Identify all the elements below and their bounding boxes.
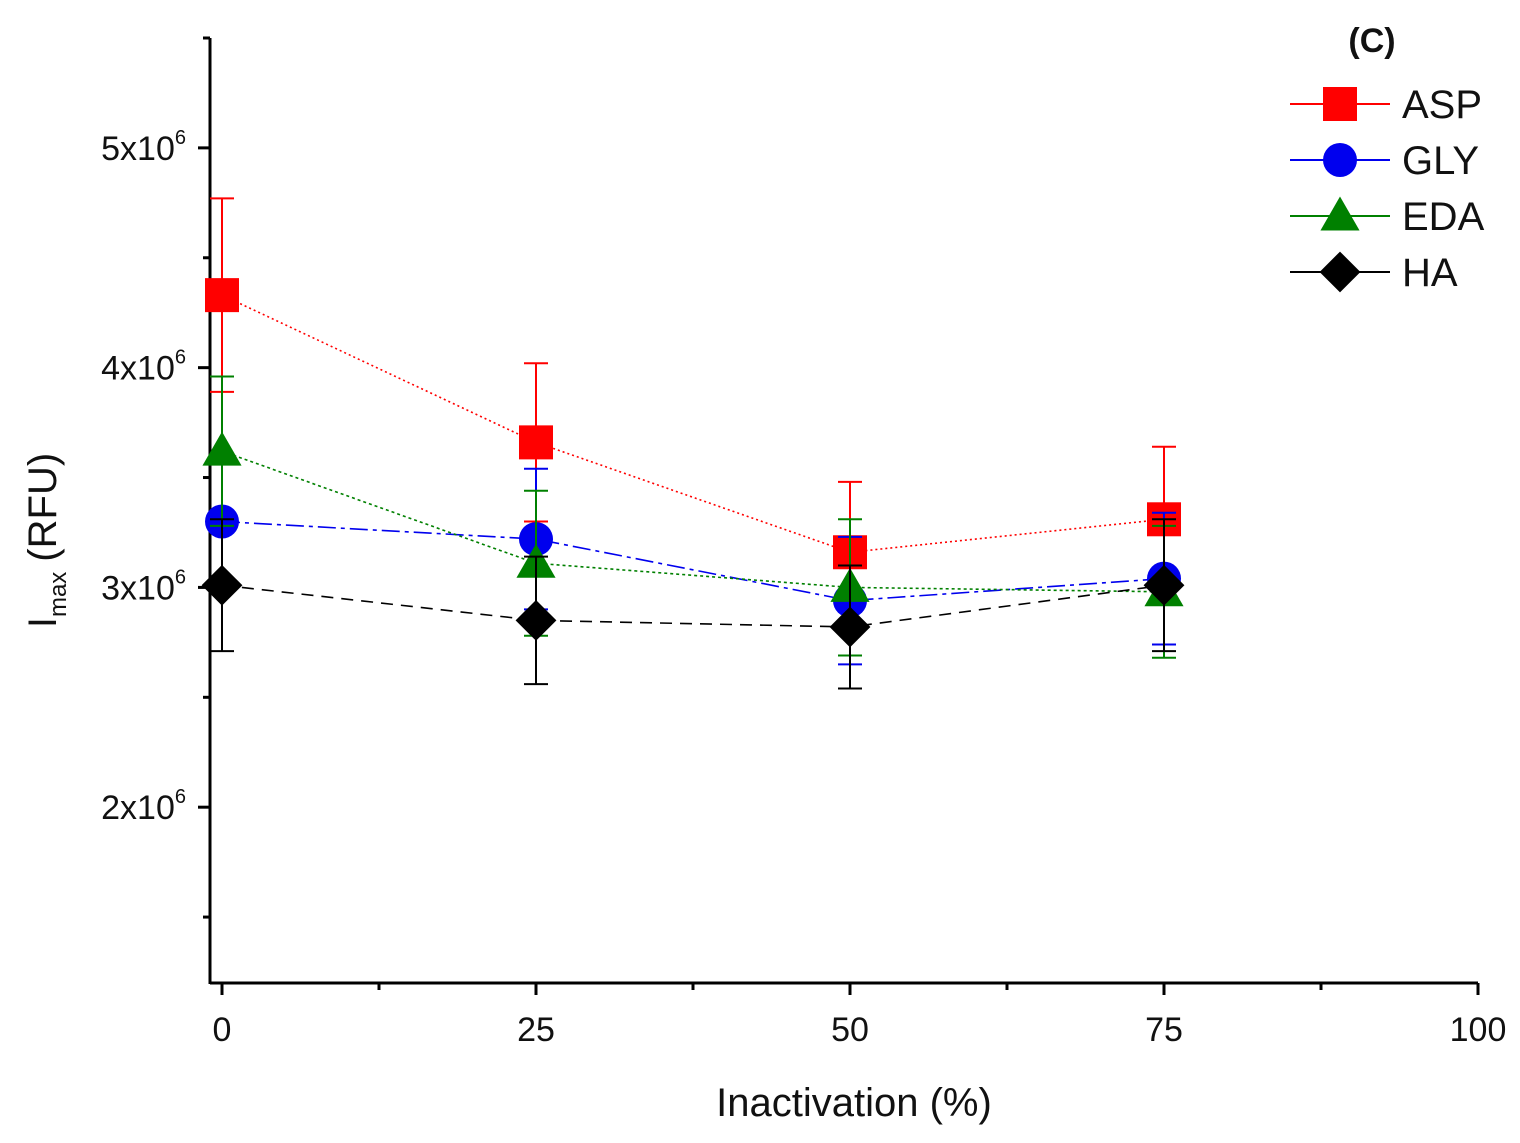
series-layer [201, 197, 1185, 690]
x-axis-title: Inactivation (%) [716, 1081, 992, 1125]
y-axis-title-unit: (RFU) [21, 453, 65, 562]
asp-point [519, 425, 553, 460]
series-ha [201, 518, 1185, 690]
x-tick-label: 75 [1145, 1011, 1183, 1049]
legend-eda-marker [1320, 196, 1360, 231]
legend-gly-label: GLY [1402, 139, 1479, 183]
ha-point [829, 606, 871, 648]
legend-item-ha: HA [1290, 251, 1458, 295]
y-tick-label: 3x106 [101, 566, 186, 607]
y-tick-label: 4x106 [101, 347, 186, 388]
asp-point [205, 278, 239, 313]
x-tick-label: 50 [831, 1011, 869, 1049]
ha-line [221, 584, 1165, 628]
ha-point [1143, 564, 1185, 606]
legend-ha-marker [1319, 251, 1361, 293]
ha-point [201, 564, 243, 606]
eda-point [202, 431, 242, 466]
legend-item-eda: EDA [1290, 195, 1485, 239]
legend-item-gly: GLY [1290, 139, 1479, 183]
legend-ha-label: HA [1402, 251, 1458, 295]
panel-label: (C) [1348, 22, 1395, 60]
y-axis-title-subscript: max [45, 572, 72, 617]
legend-item-asp: ASP [1290, 83, 1482, 127]
legend-gly-marker [1323, 143, 1357, 177]
y-axis-title: Imax (RFU) [21, 453, 72, 628]
y-tick-label: 2x106 [101, 786, 186, 827]
legend-eda-label: EDA [1402, 195, 1485, 239]
x-tick-label: 0 [213, 1011, 232, 1049]
y-ticks: 2x106 3x106 4x106 5x106 [101, 36, 210, 919]
x-tick-label: 100 [1450, 1011, 1507, 1049]
y-axis-title-main: I [21, 617, 65, 628]
y-tick-label: 5x106 [101, 127, 186, 168]
x-tick-label: 25 [517, 1011, 555, 1049]
legend: ASP GLY EDA HA [1290, 83, 1485, 295]
legend-asp-label: ASP [1402, 83, 1482, 127]
x-ticks: 0 25 50 75 100 [213, 983, 1507, 1049]
ha-point [515, 599, 557, 641]
eda-line [221, 450, 1165, 593]
legend-asp-marker [1323, 87, 1357, 121]
